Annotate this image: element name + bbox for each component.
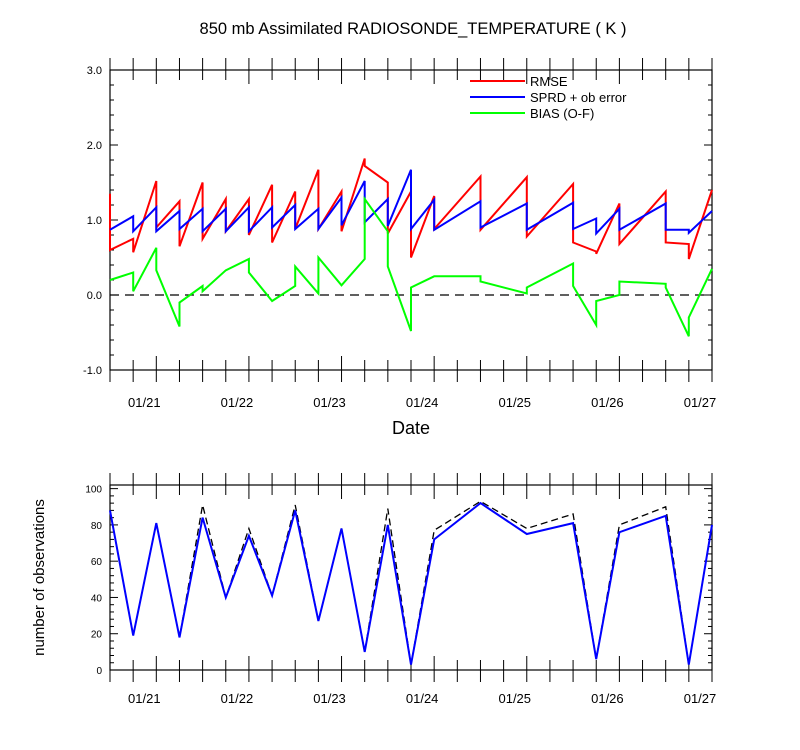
legend-label: SPRD + ob error (530, 90, 627, 105)
legend-label: RMSE (530, 74, 568, 89)
y-tick-label: -1.0 (83, 365, 102, 377)
series-line-series-2 (109, 501, 713, 665)
x-tick-label: 01/21 (128, 691, 161, 706)
plot-frame (109, 484, 713, 671)
x-tick-label: 01/24 (406, 395, 439, 410)
x-tick-label: 01/27 (684, 691, 717, 706)
x-tick-label: 01/25 (498, 395, 531, 410)
panel-1: -1.0 0.0 1.0 2.0 3.0 01/21 01/22 01/23 01/24 01/2… (83, 58, 716, 410)
y-tick-label: 20 (91, 630, 103, 641)
y-tick-label: 40 (91, 593, 103, 604)
y-axis-label: number of observations (31, 499, 48, 656)
x-tick-label: 01/24 (406, 691, 439, 706)
y-tick-label: 3.0 (87, 65, 102, 77)
legend-label: BIAS (O-F) (530, 106, 594, 121)
y-tick-label: 1.0 (87, 215, 102, 227)
x-tick-label: 01/22 (221, 395, 254, 410)
series-line-bias-o-f (109, 195, 713, 337)
page-title: 850 mb Assimilated RADIOSONDE_TEMPERATUR… (199, 20, 627, 38)
series-line-rmse (109, 158, 713, 260)
y-tick-label: 0 (96, 666, 102, 677)
y-tick-label: 2.0 (87, 140, 102, 152)
y-tick-label: 100 (85, 485, 102, 496)
top-x-axis-label: Date (391, 418, 431, 438)
x-tick-label: 01/23 (313, 691, 346, 706)
y-tick-label: 0.0 (87, 290, 102, 302)
y-tick-label: 60 (91, 557, 103, 568)
x-tick-label: 01/23 (313, 395, 346, 410)
x-tick-label: 01/21 (128, 395, 161, 410)
series-line-sprd-ob-error (109, 169, 713, 237)
x-tick-label: 01/22 (221, 691, 254, 706)
panel-2: 0 20 40 60 80 100 01/21 01/22 01/23 01/24 01/25 01/… (31, 473, 716, 706)
x-tick-label: 01/25 (498, 691, 531, 706)
x-tick-label: 01/27 (684, 395, 717, 410)
y-tick-label: 80 (91, 521, 103, 532)
x-tick-label: 01/26 (591, 395, 624, 410)
x-tick-label: 01/26 (591, 691, 624, 706)
